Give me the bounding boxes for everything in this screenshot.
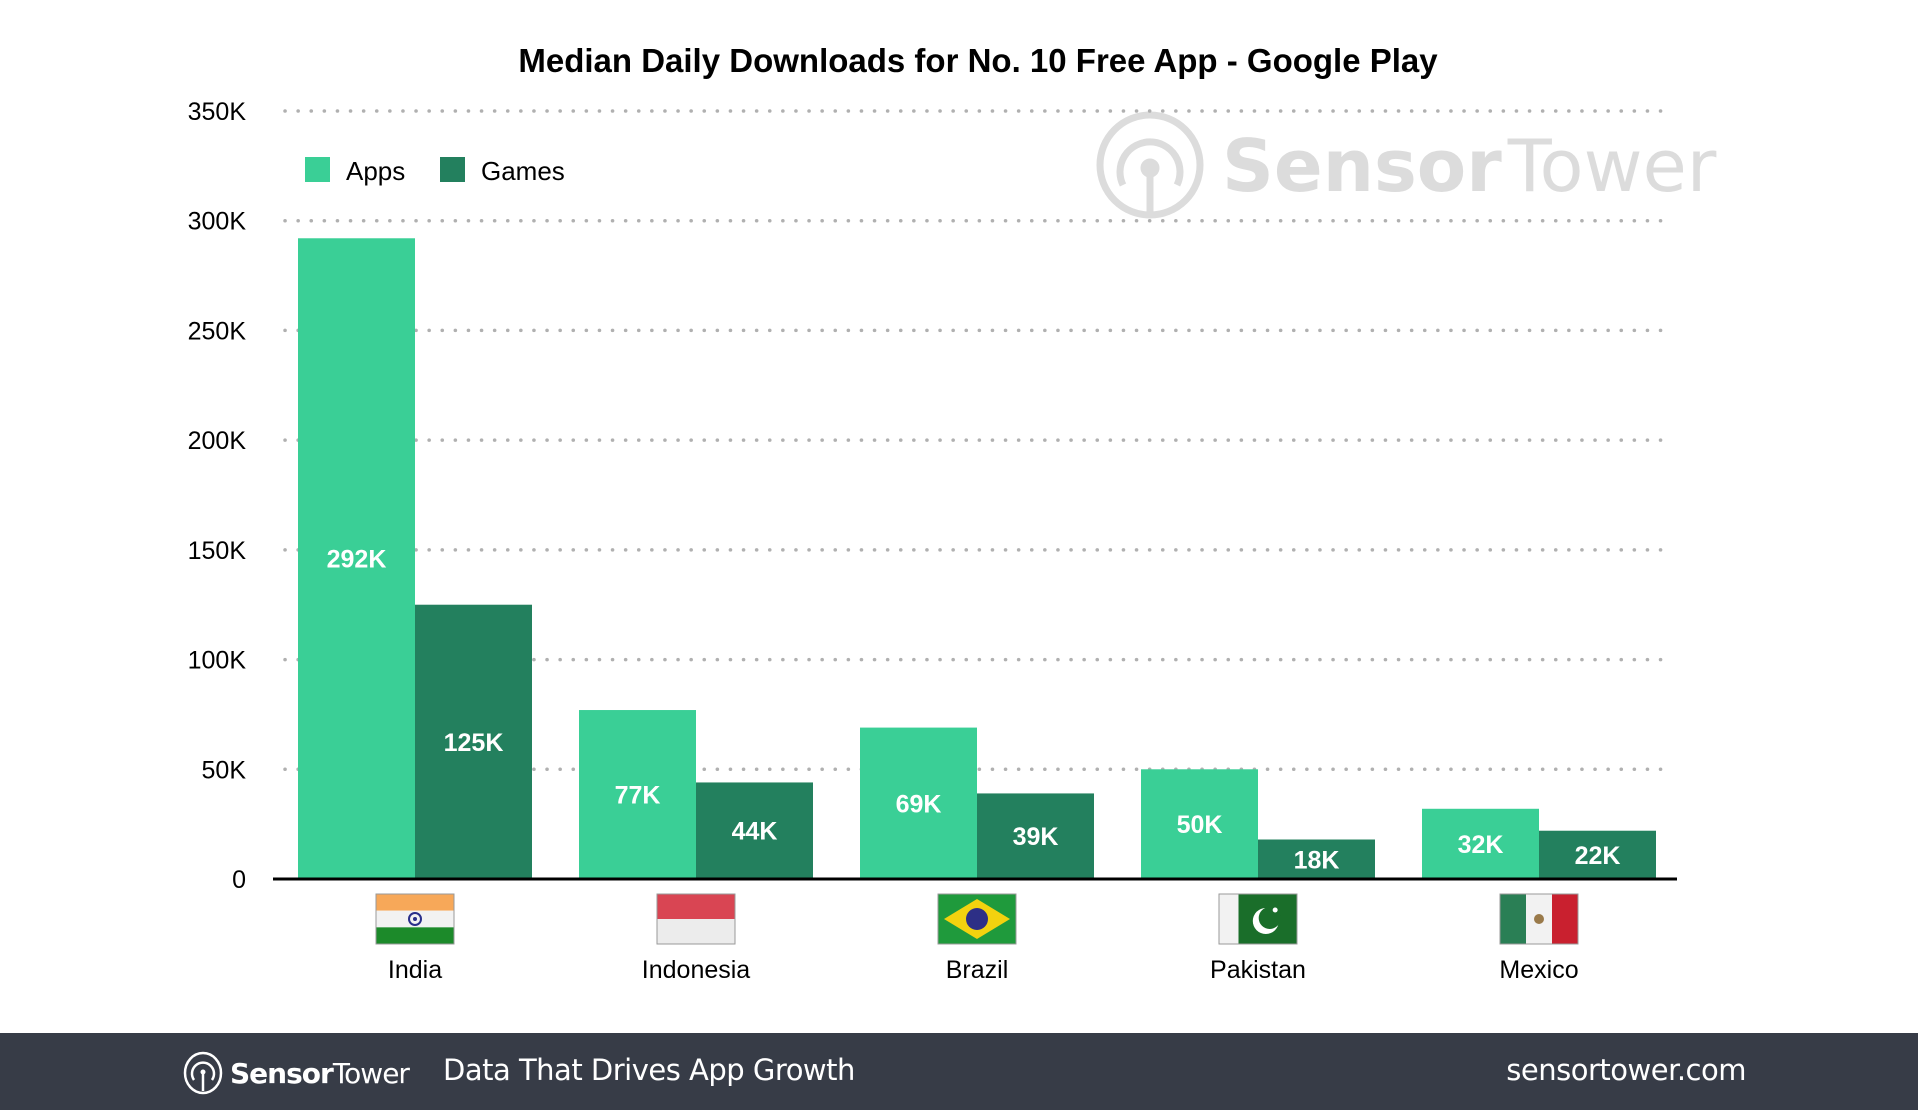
data-label: 292K <box>327 546 387 574</box>
y-tick-label: 300K <box>188 208 247 236</box>
x-tick-label: India <box>388 956 442 984</box>
footer-brand-regular: Tower <box>332 1056 410 1090</box>
data-label: 50K <box>1177 811 1223 839</box>
pakistan-flag-icon <box>1218 893 1298 945</box>
legend-swatch-games <box>440 157 465 182</box>
data-label: 18K <box>1294 846 1340 874</box>
footer-bar: SensorTower Data That Drives App Growth … <box>0 1033 1918 1110</box>
bar-apps-india <box>298 238 415 880</box>
india-flag-icon <box>375 893 455 945</box>
watermark-bold-text: Sensor <box>1222 124 1502 208</box>
indonesia-flag-icon <box>656 893 736 945</box>
bar-games-pakistan <box>1258 839 1375 879</box>
y-tick-label: 50K <box>202 756 247 784</box>
watermark-regular-text: Tower <box>1507 124 1717 208</box>
bar-games-indonesia <box>696 782 813 879</box>
legend-label-games: Games <box>481 156 565 186</box>
bar-games-mexico <box>1539 830 1656 879</box>
data-label: 77K <box>615 782 661 810</box>
data-label: 44K <box>732 818 778 846</box>
data-label: 32K <box>1458 831 1504 859</box>
sensortower-logo-icon <box>1096 111 1204 219</box>
sensortower-watermark: SensorTower <box>1096 111 1717 219</box>
data-label: 22K <box>1575 842 1621 870</box>
x-axis-categories: India Indonesia Brazil Pakistan Mexico <box>375 893 1579 984</box>
y-tick-label: 150K <box>188 537 247 565</box>
footer-logo[interactable]: SensorTower <box>182 1051 410 1095</box>
y-tick-label: 250K <box>188 317 247 345</box>
legend: Apps Games <box>305 156 565 186</box>
y-tick-label: 200K <box>188 427 247 455</box>
y-axis-ticks: 0 50K 100K 150K 200K 250K 300K 350K <box>188 98 247 894</box>
data-label: 125K <box>444 729 504 757</box>
footer-site-link[interactable]: sensortower.com <box>1506 1053 1746 1087</box>
x-tick-label: Indonesia <box>642 956 751 984</box>
bars: 292K 125K 77K 44K 69K 39K 50K 18K 32K 22K <box>298 238 1656 880</box>
footer-brand-bold: Sensor <box>230 1056 334 1090</box>
bar-apps-pakistan <box>1141 769 1258 879</box>
data-label: 39K <box>1013 823 1059 851</box>
x-tick-label: Mexico <box>1499 956 1578 984</box>
y-tick-label: 0 <box>232 866 246 894</box>
y-tick-label: 100K <box>188 647 247 675</box>
mexico-flag-icon <box>1499 893 1579 945</box>
chart-title: Median Daily Downloads for No. 10 Free A… <box>518 42 1438 79</box>
legend-label-apps: Apps <box>346 156 405 186</box>
data-label: 69K <box>896 790 942 818</box>
footer-tagline: Data That Drives App Growth <box>443 1053 855 1087</box>
svg-text:SensorTower: SensorTower <box>1222 124 1717 208</box>
bar-apps-mexico <box>1422 808 1539 879</box>
x-tick-label: Pakistan <box>1210 956 1306 984</box>
bar-apps-brazil <box>860 727 977 879</box>
gridlines <box>283 109 1674 772</box>
bar-apps-indonesia <box>579 710 696 879</box>
x-tick-label: Brazil <box>946 956 1009 984</box>
bar-games-brazil <box>977 793 1094 879</box>
bar-games-india <box>415 604 532 879</box>
legend-swatch-apps <box>305 157 330 182</box>
brazil-flag-icon <box>937 893 1017 945</box>
bar-chart: Median Daily Downloads for No. 10 Free A… <box>188 42 1717 984</box>
sensortower-logo-icon <box>183 1051 223 1095</box>
y-tick-label: 350K <box>188 98 247 126</box>
